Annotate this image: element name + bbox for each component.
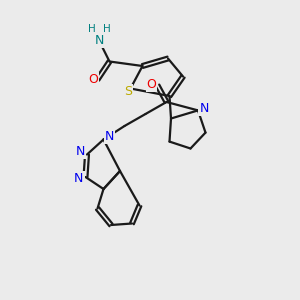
Text: O: O bbox=[147, 77, 156, 91]
Text: N: N bbox=[199, 102, 209, 116]
Text: O: O bbox=[88, 73, 98, 86]
Text: N: N bbox=[105, 130, 114, 143]
Text: N: N bbox=[76, 145, 85, 158]
Text: N: N bbox=[74, 172, 84, 185]
Text: H: H bbox=[88, 23, 95, 34]
Text: S: S bbox=[124, 85, 132, 98]
Text: H: H bbox=[103, 23, 110, 34]
Text: N: N bbox=[94, 34, 104, 47]
